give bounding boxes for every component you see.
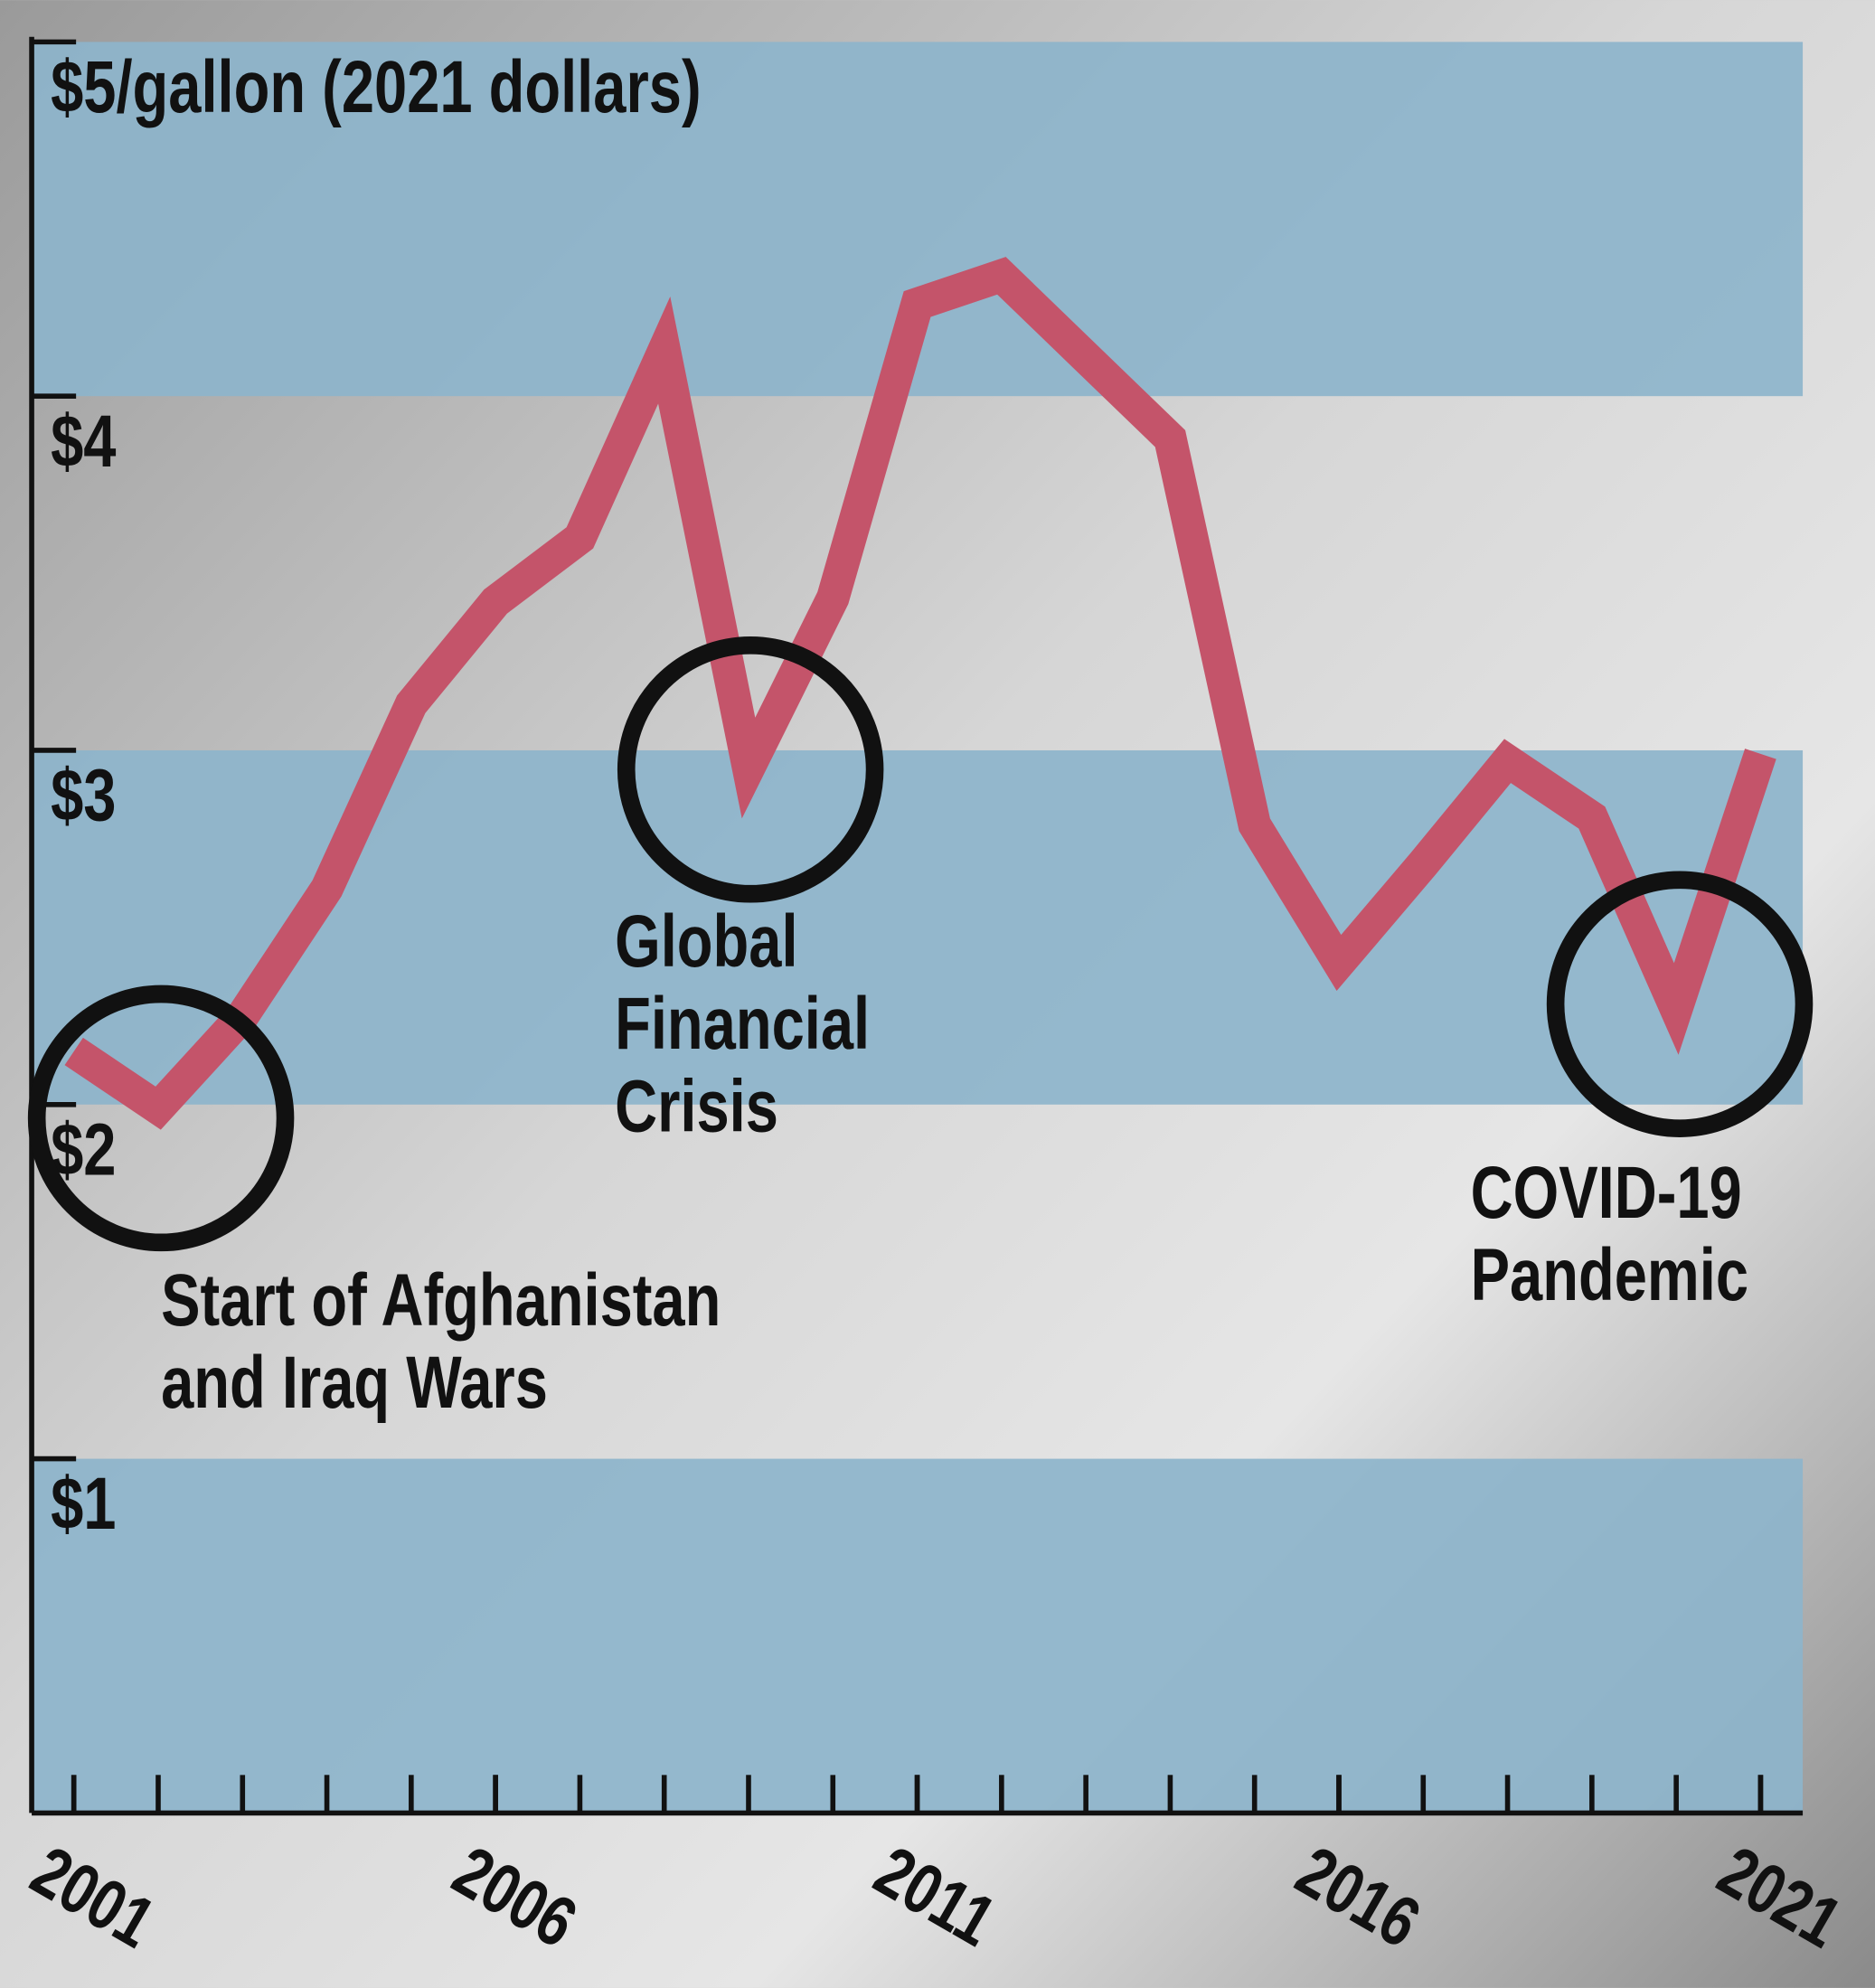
- page: $1$2$3$4$5/gallon (2021 dollars)20012006…: [0, 0, 1875, 1988]
- annotation-text: Financial: [615, 982, 870, 1065]
- chart: $1$2$3$4$5/gallon (2021 dollars)20012006…: [0, 0, 1875, 1988]
- annotation-text: Crisis: [615, 1064, 778, 1147]
- band: [32, 1459, 1803, 1814]
- y-tick-label: $1: [51, 1462, 116, 1545]
- annotation-text: and Iraq Wars: [161, 1341, 548, 1424]
- y-tick-label: $4: [51, 400, 116, 483]
- y-tick-label: $3: [51, 754, 116, 837]
- annotation-text: Pandemic: [1471, 1233, 1748, 1316]
- annotation-text: Global: [615, 900, 797, 983]
- annotation-text: Start of Afghanistan: [161, 1258, 721, 1342]
- y-tick-label: $5/gallon (2021 dollars): [51, 45, 702, 128]
- annotation-text: COVID-19: [1471, 1151, 1742, 1234]
